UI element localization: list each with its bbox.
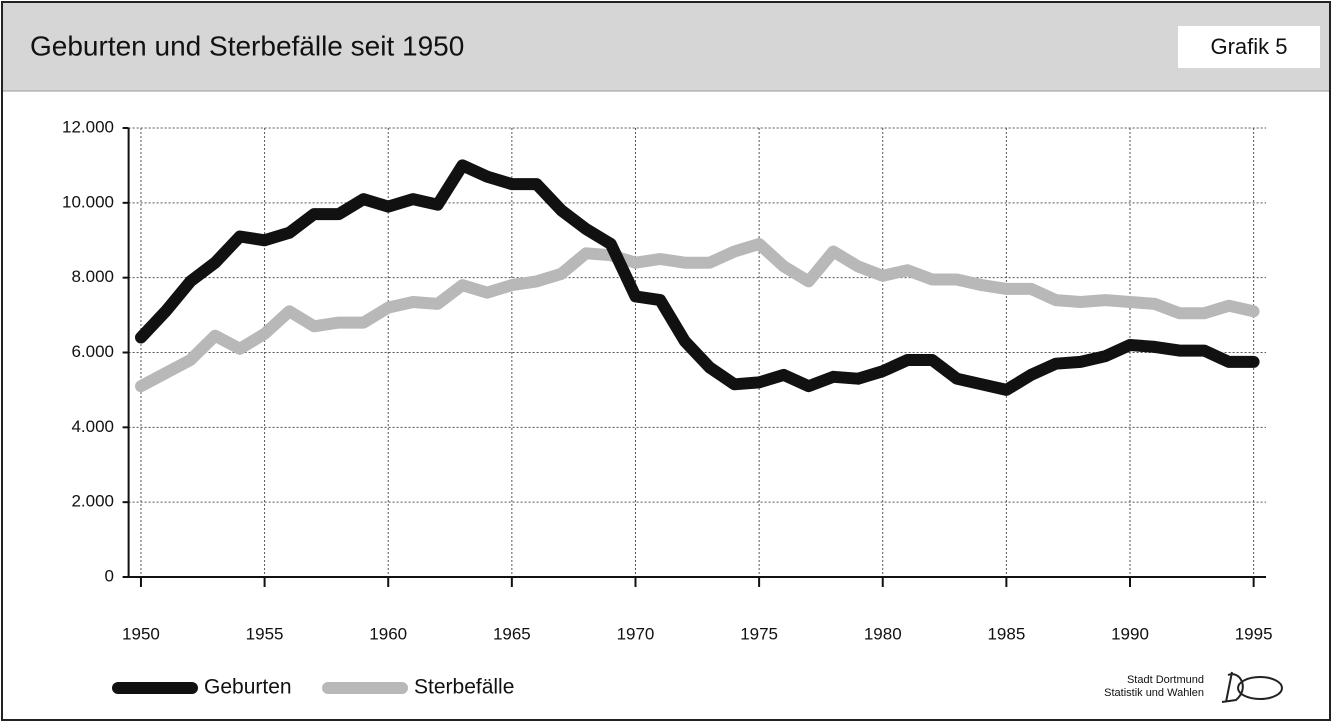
y-tick-label: 6.000 (71, 342, 114, 361)
x-tick-label: 1995 (1235, 624, 1273, 643)
y-tick-label: 4.000 (71, 417, 114, 436)
series-line (135, 238, 1260, 393)
badge-box (1178, 26, 1320, 68)
x-tick-label: 1985 (987, 624, 1025, 643)
x-tick-label: 1970 (617, 624, 655, 643)
legend-label: Sterbefälle (414, 676, 514, 699)
y-tick-label: 12.000 (62, 117, 114, 136)
x-tick-label: 1980 (864, 624, 902, 643)
x-tick-label: 1975 (740, 624, 778, 643)
x-tick-label: 1955 (246, 624, 284, 643)
y-tick-label: 10.000 (62, 192, 114, 211)
logo (1221, 671, 1283, 703)
y-tick-label: 8.000 (71, 267, 114, 286)
title-bar (3, 3, 1329, 91)
source-line: Statistik und Wahlen (1104, 687, 1204, 699)
x-tick-label: 1990 (1111, 624, 1149, 643)
chart-title: Geburten und Sterbefälle seit 1950 (30, 30, 464, 61)
x-tick-label: 1960 (369, 624, 407, 643)
legend-label: Geburten (204, 676, 292, 699)
series-line (135, 159, 1260, 396)
y-tick-label: 0 (105, 566, 114, 585)
y-tick-label: 2.000 (71, 492, 114, 511)
x-tick-label: 1965 (493, 624, 531, 643)
badge: Grafik 5 (1210, 34, 1287, 59)
source-line: Stadt Dortmund (1127, 674, 1204, 686)
x-tick-label: 1950 (122, 624, 160, 643)
